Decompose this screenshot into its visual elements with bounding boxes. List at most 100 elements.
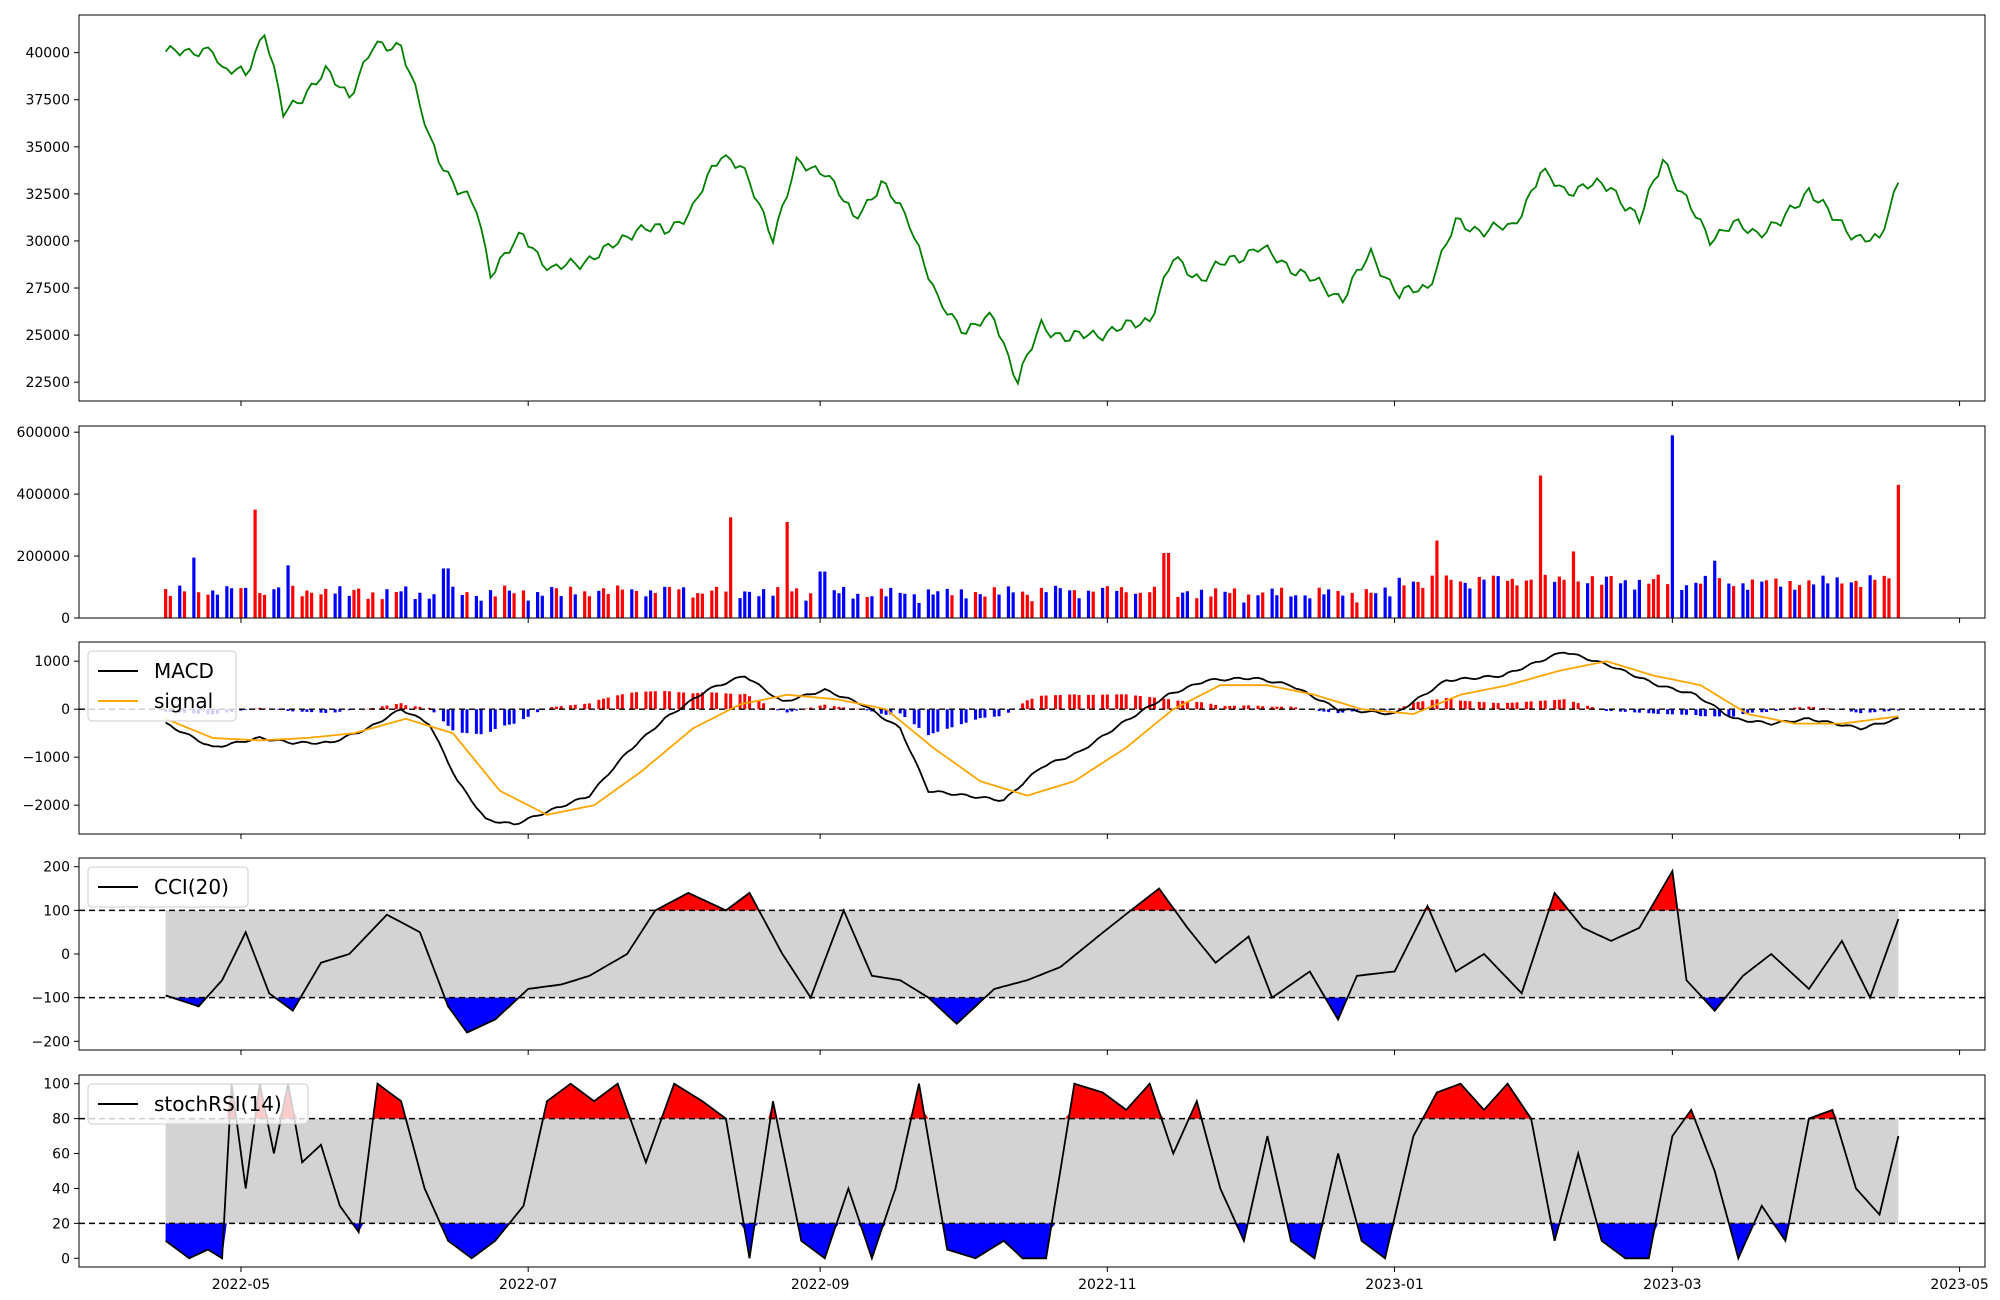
macd-histogram-bar <box>503 709 507 726</box>
volume-bar <box>196 592 201 618</box>
macd-histogram-bar <box>818 705 822 710</box>
volume-bar <box>785 522 789 618</box>
macd-histogram-bar <box>630 692 634 710</box>
volume-bar <box>432 594 436 618</box>
volume-bar <box>879 588 883 618</box>
volume-bar <box>1261 592 1265 618</box>
macd-histogram-bar <box>1449 698 1453 710</box>
volume-bar <box>738 598 742 618</box>
cci-ytick-label: 0 <box>61 947 70 963</box>
volume-bar <box>1246 594 1251 618</box>
volume-bar <box>1364 589 1368 618</box>
macd-histogram-bar <box>324 709 328 713</box>
macd-histogram-bar <box>700 692 704 710</box>
volume-bar <box>926 589 931 618</box>
volume-bar <box>1383 587 1387 618</box>
volume-bar <box>540 595 544 618</box>
volume-bar <box>573 594 577 618</box>
volume-bar <box>1025 594 1029 618</box>
volume-bar <box>776 587 780 618</box>
volume-bar <box>357 588 361 618</box>
volume-bar <box>206 594 210 618</box>
volume-bar <box>399 591 403 618</box>
volume-bar <box>1717 578 1722 618</box>
volume-bar <box>681 587 686 618</box>
volume-bar <box>554 588 559 618</box>
stochrsi-ytick-label: 100 <box>43 1077 70 1093</box>
volume-bar <box>1699 583 1703 618</box>
volume-bar <box>851 598 855 618</box>
macd-legend-box <box>87 650 237 722</box>
macd-histogram-bar <box>1774 709 1778 711</box>
volume-bar <box>1336 591 1340 618</box>
macd-histogram-bar <box>884 709 888 715</box>
macd-histogram-bar <box>1882 709 1886 712</box>
macd-histogram-bar <box>823 704 827 710</box>
macd-histogram-bar <box>418 706 422 710</box>
macd-histogram-bar <box>1543 700 1547 710</box>
macd-histogram-bar <box>380 706 384 710</box>
volume-bar <box>1586 583 1590 618</box>
volume-bar <box>1826 583 1830 618</box>
stochrsi-legend-label: stochRSI(14) <box>154 1092 282 1116</box>
macd-histogram-bar <box>1633 709 1637 713</box>
volume-bar <box>1840 583 1844 618</box>
macd-ytick-label: −2000 <box>23 798 70 814</box>
volume-bar <box>493 596 497 618</box>
macd-histogram-bar <box>837 706 841 710</box>
macd-histogram-bar <box>1077 695 1081 710</box>
volume-bar <box>1162 552 1166 618</box>
volume-bar <box>305 590 309 618</box>
macd-histogram-bar <box>1185 701 1189 710</box>
volume-bar <box>809 593 813 618</box>
volume-bar <box>488 590 493 618</box>
macd-histogram-bar <box>1590 707 1594 710</box>
volume-bar <box>239 588 243 618</box>
macd-histogram-bar <box>569 705 573 710</box>
volume-bar <box>997 594 1001 618</box>
volume-bar <box>441 568 446 618</box>
volume-bar <box>404 586 408 618</box>
macd-histogram-bar <box>1232 705 1236 710</box>
volume-bar <box>1684 585 1689 618</box>
macd-histogram-bar <box>1896 709 1900 711</box>
volume-bar <box>215 594 220 618</box>
volume-ytick-label: 400000 <box>17 487 70 503</box>
macd-histogram-bar <box>983 709 987 718</box>
volume-bar <box>842 586 846 618</box>
volume-bar <box>950 595 954 618</box>
macd-histogram-bar <box>1477 701 1481 710</box>
macd-histogram-bar <box>931 709 935 734</box>
macd-line <box>165 651 1899 826</box>
macd-histogram-bar <box>1280 706 1284 710</box>
volume-bar <box>1812 584 1816 618</box>
volume-bar <box>1242 602 1246 618</box>
volume-bar <box>1651 579 1656 618</box>
volume-bar <box>1369 592 1373 618</box>
macd-histogram-bar <box>474 709 478 734</box>
volume-bar <box>1397 577 1401 618</box>
macd-histogram-bar <box>1411 702 1415 710</box>
volume-bar <box>1458 581 1463 618</box>
cci-line <box>165 868 1900 1034</box>
cci-legend-label: CCI(20) <box>154 875 229 899</box>
volume-bar <box>1068 590 1072 618</box>
volume-bar <box>1656 574 1660 618</box>
macd-histogram-bar <box>1256 705 1260 710</box>
macd-histogram-bar <box>1176 700 1180 710</box>
volume-ytick-label: 600000 <box>17 425 70 441</box>
macd-histogram-bar <box>305 709 309 712</box>
volume-bar <box>451 586 455 618</box>
macd-histogram-bar <box>790 709 794 712</box>
volume-bar <box>1774 578 1778 618</box>
macd-histogram-bar <box>795 709 799 711</box>
macd-histogram-bar <box>1091 694 1095 710</box>
volume-bar <box>696 593 700 618</box>
macd-histogram-bar <box>832 706 836 710</box>
volume-bar <box>710 590 714 618</box>
volume-bar <box>945 588 949 618</box>
macd-histogram-bar <box>1849 709 1853 712</box>
volume-bar <box>1105 586 1109 618</box>
volume-bar <box>1223 591 1227 618</box>
volume-bar <box>601 588 606 618</box>
